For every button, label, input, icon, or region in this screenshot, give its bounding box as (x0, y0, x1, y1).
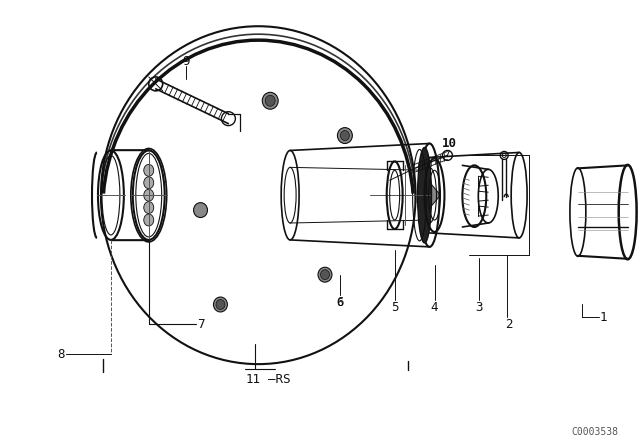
Text: 9: 9 (182, 55, 189, 68)
Ellipse shape (417, 147, 431, 243)
Ellipse shape (144, 214, 154, 226)
Text: 7: 7 (196, 318, 204, 331)
Ellipse shape (144, 164, 154, 177)
Text: 4: 4 (431, 301, 438, 314)
Ellipse shape (340, 130, 349, 141)
Text: —RS: —RS (268, 373, 291, 386)
Text: 10: 10 (442, 137, 457, 150)
Ellipse shape (321, 270, 330, 280)
Ellipse shape (144, 189, 154, 201)
Text: 8: 8 (58, 348, 65, 361)
Ellipse shape (216, 300, 225, 310)
Text: 2: 2 (506, 318, 513, 331)
Text: 11: 11 (246, 373, 260, 386)
Text: 5: 5 (391, 301, 399, 314)
Ellipse shape (262, 92, 278, 109)
Ellipse shape (337, 128, 353, 143)
Text: 3: 3 (476, 301, 483, 314)
Text: 6: 6 (337, 297, 343, 307)
Ellipse shape (265, 95, 275, 106)
Text: 1: 1 (600, 311, 607, 324)
Text: C0003538: C0003538 (572, 426, 619, 437)
Ellipse shape (144, 202, 154, 214)
Ellipse shape (144, 177, 154, 189)
Ellipse shape (318, 267, 332, 282)
Text: 6: 6 (336, 296, 344, 309)
Polygon shape (431, 183, 440, 207)
Ellipse shape (193, 202, 207, 218)
Ellipse shape (214, 297, 227, 312)
